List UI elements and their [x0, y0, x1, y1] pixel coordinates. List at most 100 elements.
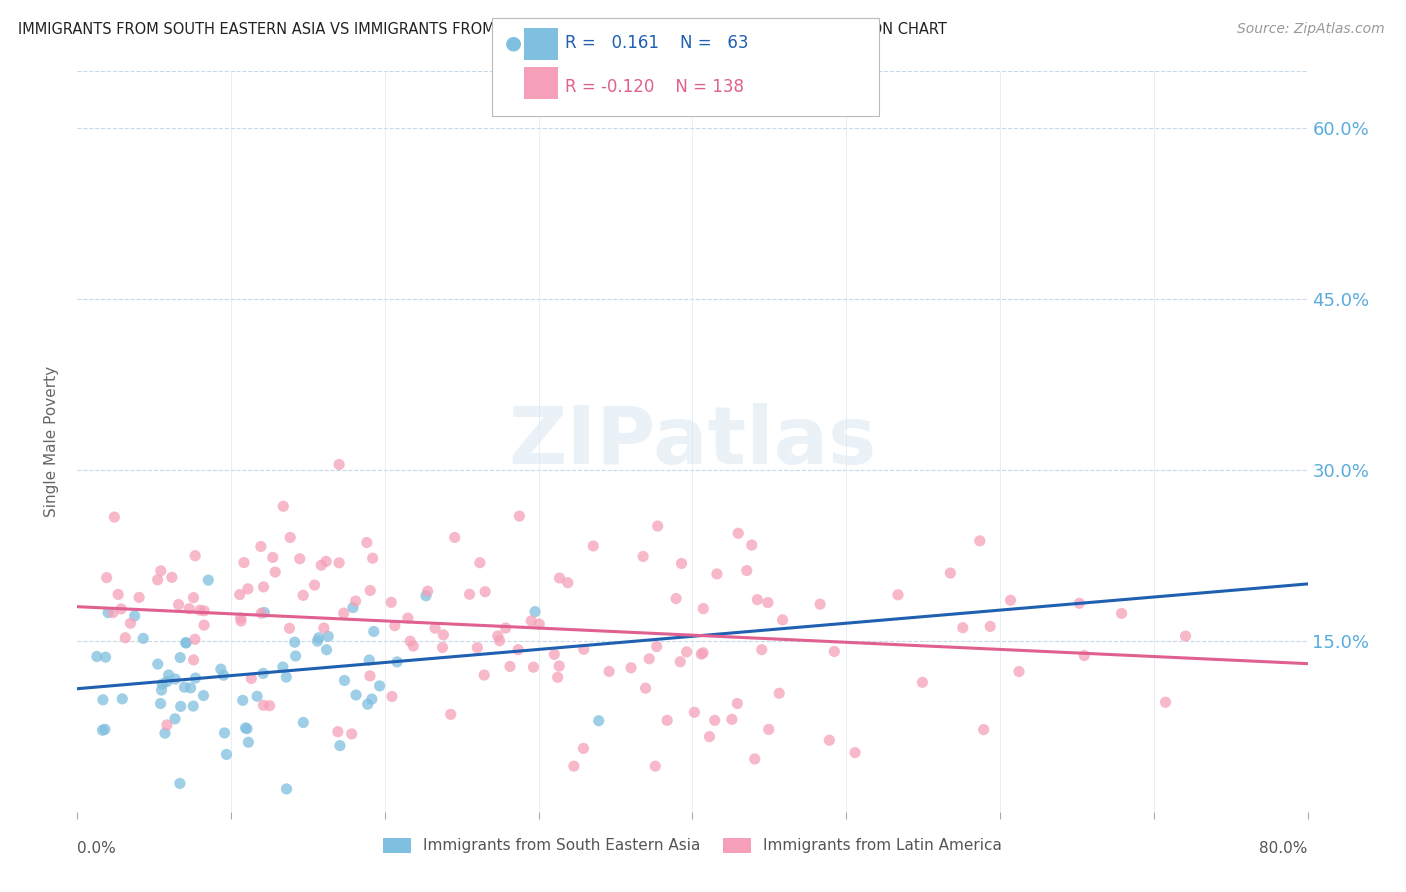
- Point: [357, 697, 380, 711]
- Point: [246, 690, 269, 704]
- Point: [522, 660, 544, 674]
- Point: [703, 714, 725, 728]
- Point: [969, 533, 991, 548]
- Point: [169, 776, 191, 790]
- Point: [432, 628, 454, 642]
- Point: [1154, 695, 1177, 709]
- Point: [174, 636, 197, 650]
- Point: [1000, 593, 1022, 607]
- Point: [631, 549, 654, 564]
- Text: ●: ●: [505, 33, 522, 53]
- Point: [252, 580, 274, 594]
- Point: [692, 601, 714, 615]
- Point: [359, 669, 381, 683]
- Point: [572, 642, 595, 657]
- Point: [634, 681, 657, 695]
- Point: [276, 670, 298, 684]
- Point: [232, 693, 254, 707]
- Point: [772, 613, 794, 627]
- Point: [107, 587, 129, 601]
- Point: [307, 634, 329, 648]
- Point: [499, 659, 522, 673]
- Point: [252, 666, 274, 681]
- Point: [727, 526, 749, 541]
- Point: [184, 549, 207, 563]
- Point: [157, 668, 180, 682]
- Point: [432, 640, 454, 655]
- Point: [529, 617, 551, 632]
- Point: [235, 721, 257, 735]
- Point: [271, 500, 294, 514]
- Point: [163, 712, 186, 726]
- Point: [193, 618, 215, 632]
- Point: [91, 693, 114, 707]
- Point: [315, 642, 337, 657]
- Point: [328, 556, 350, 570]
- Point: [468, 556, 491, 570]
- Point: [284, 648, 307, 663]
- Point: [495, 621, 517, 635]
- Point: [328, 458, 350, 472]
- Point: [250, 540, 273, 554]
- Point: [103, 510, 125, 524]
- Point: [363, 624, 385, 639]
- Point: [179, 601, 201, 615]
- Point: [520, 614, 543, 628]
- Point: [669, 655, 692, 669]
- Point: [911, 675, 934, 690]
- Point: [110, 602, 132, 616]
- Point: [952, 621, 974, 635]
- Point: [547, 670, 569, 684]
- Point: [214, 726, 236, 740]
- Text: ZIPatlas: ZIPatlas: [509, 402, 876, 481]
- Point: [146, 573, 169, 587]
- Point: [264, 565, 287, 579]
- Text: R = -0.120    N = 138: R = -0.120 N = 138: [565, 78, 744, 95]
- Text: 80.0%: 80.0%: [1260, 841, 1308, 856]
- Point: [101, 606, 124, 620]
- Point: [124, 608, 146, 623]
- Point: [582, 539, 605, 553]
- Point: [259, 698, 281, 713]
- Point: [94, 723, 117, 737]
- Point: [160, 570, 183, 584]
- Point: [111, 691, 134, 706]
- Point: [236, 722, 259, 736]
- Point: [472, 668, 495, 682]
- Point: [508, 509, 530, 524]
- Point: [458, 587, 481, 601]
- Point: [128, 591, 150, 605]
- Point: [758, 723, 780, 737]
- Point: [384, 618, 406, 632]
- Point: [215, 747, 238, 762]
- Point: [193, 604, 215, 618]
- Point: [359, 583, 381, 598]
- Point: [548, 659, 571, 673]
- Point: [360, 692, 382, 706]
- Point: [97, 606, 120, 620]
- Point: [312, 621, 335, 635]
- Point: [193, 689, 215, 703]
- Point: [644, 759, 666, 773]
- Point: [486, 629, 509, 643]
- Point: [725, 697, 748, 711]
- Point: [156, 718, 179, 732]
- Point: [399, 634, 422, 648]
- Point: [292, 715, 315, 730]
- Point: [146, 657, 169, 672]
- Point: [149, 697, 172, 711]
- Point: [333, 673, 356, 688]
- Point: [1073, 648, 1095, 663]
- Point: [1069, 596, 1091, 610]
- Point: [385, 655, 408, 669]
- Point: [180, 681, 202, 695]
- Point: [699, 730, 721, 744]
- Point: [543, 648, 565, 662]
- Point: [368, 679, 391, 693]
- Point: [751, 642, 773, 657]
- Point: [735, 564, 758, 578]
- Point: [86, 649, 108, 664]
- Point: [276, 781, 298, 796]
- Point: [747, 592, 769, 607]
- Point: [278, 531, 301, 545]
